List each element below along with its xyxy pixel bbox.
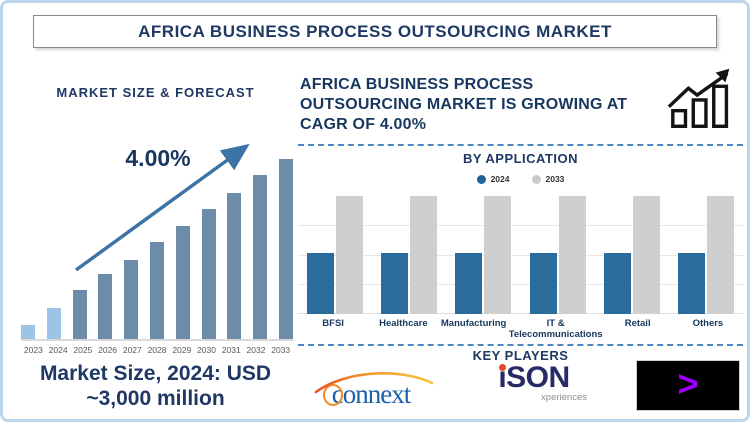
forecast-bar-2030 <box>201 209 216 339</box>
key-players-heading: KEY PLAYERS <box>472 348 569 363</box>
legend-label-2024: 2024 <box>490 174 510 184</box>
ison-wordmark: iSON <box>498 361 570 394</box>
by-application-title: BY APPLICATION <box>462 151 579 166</box>
forecast-bar-2028 <box>149 241 164 339</box>
bar-2024-retail <box>603 252 631 314</box>
growth-statement-line3: CAGR OF 4.00% <box>300 116 427 133</box>
forecast-bar-2024 <box>46 308 61 339</box>
bar-2024-manufacturing <box>455 252 483 314</box>
connext-logo: connext <box>306 366 436 412</box>
bar-2033-manufacturing <box>484 196 512 314</box>
year-label-2027: 2027 <box>122 345 142 355</box>
year-label-2031: 2031 <box>221 345 241 355</box>
year-label-2030: 2030 <box>197 345 216 355</box>
bar-2033-healthcare <box>410 196 438 314</box>
legend-item-2024: 2024 <box>476 174 510 184</box>
market-size-line1: Market Size, 2024: USD <box>39 362 272 385</box>
bar-2024-others <box>677 252 705 314</box>
accenture-logo: > <box>636 360 740 411</box>
connext-logo-text: connext <box>331 379 411 409</box>
gridline <box>298 284 743 285</box>
page-title: AFRICA BUSINESS PROCESS OUTSOURCING MARK… <box>138 21 612 41</box>
forecast-bar-2026 <box>98 274 113 339</box>
cagr-value-label: 4.00% <box>125 145 191 171</box>
category-label-retail: Retail <box>624 318 651 329</box>
gridline <box>298 225 743 226</box>
bar-2033-retail <box>632 196 660 314</box>
ison-logo-subtext: xperiences <box>541 392 587 403</box>
growth-chart-icon <box>667 68 730 128</box>
chart-baseline <box>298 313 743 314</box>
bar-2033-others <box>706 196 734 314</box>
year-label-2029: 2029 <box>172 345 192 355</box>
market-size-line2: ~3,000 million <box>86 387 225 410</box>
bar-group-retail <box>603 196 660 314</box>
growth-statement-line1: AFRICA BUSINESS PROCESS <box>300 76 534 93</box>
application-chart <box>298 196 743 314</box>
forecast-bar-2027 <box>124 259 139 339</box>
forecast-year-labels: 2023 2024 2025 2026 2027 2028 2029 2030 2031 2032… <box>21 345 293 355</box>
year-label-2028: 2028 <box>147 345 167 355</box>
bar-2024-it-telecommunications <box>529 252 557 314</box>
growth-statement-line2: OUTSOURCING MARKET IS GROWING AT <box>300 96 628 113</box>
legend-dot-2024 <box>476 174 486 184</box>
category-label-it-telecommunications: IT & Telecommunications <box>508 318 603 340</box>
market-forecast-chart: 2023 2024 2025 2026 2027 2028 2029 2030 2031 2032… <box>21 153 293 359</box>
legend-label-2033: 2033 <box>545 174 565 184</box>
ison-red-dot-icon <box>499 364 507 371</box>
bar-group-healthcare <box>381 196 438 314</box>
bar-2024-bfsi <box>307 252 335 314</box>
bar-group-bfsi <box>307 196 364 314</box>
gridline <box>298 255 743 256</box>
year-label-2033: 2033 <box>271 345 291 355</box>
forecast-bar-2025 <box>72 290 87 339</box>
category-label-healthcare: Healthcare <box>379 318 428 329</box>
legend-dot-2033 <box>531 174 541 184</box>
application-category-labels: BFSI Healthcare Manufacturing IT & Telecomm… <box>298 318 743 340</box>
growth-statement: AFRICA BUSINESS PROCESS OUTSOURCING MARK… <box>300 75 670 135</box>
connext-swoosh-icon <box>314 372 434 406</box>
dashed-separator-bottom <box>298 344 743 346</box>
year-label-2025: 2025 <box>73 345 93 355</box>
forecast-bar-2029 <box>175 225 190 339</box>
application-chart-legend: 2024 2033 <box>298 174 743 184</box>
year-label-2024: 2024 <box>48 345 68 355</box>
accenture-chevron-icon: > <box>677 362 699 404</box>
dashed-separator-top <box>298 144 743 146</box>
page-title-box: AFRICA BUSINESS PROCESS OUTSOURCING MARK… <box>33 15 717 48</box>
category-label-bfsi: BFSI <box>322 318 344 329</box>
bar-group-it-telecommunications <box>529 196 586 314</box>
forecast-bar-2023 <box>21 324 35 339</box>
bar-2033-it-telecommunications <box>558 196 586 314</box>
year-label-2023: 2023 <box>23 345 43 355</box>
year-label-2026: 2026 <box>98 345 118 355</box>
category-label-others: Others <box>692 318 724 329</box>
year-label-2032: 2032 <box>246 345 266 355</box>
market-size-forecast-heading: MARKET SIZE & FORECAST <box>56 85 255 100</box>
market-size-statement: Market Size, 2024: USD ~3,000 million <box>8 361 303 411</box>
bar-2024-healthcare <box>381 252 409 314</box>
forecast-bars <box>21 153 293 341</box>
bar-2033-bfsi <box>336 196 364 314</box>
application-bar-groups <box>298 196 743 314</box>
bar-group-manufacturing <box>455 196 512 314</box>
bar-group-others <box>677 196 734 314</box>
growth-arrow <box>74 143 250 272</box>
forecast-bar-2031 <box>227 193 242 339</box>
ison-logo: iSON xperiences <box>475 363 593 411</box>
forecast-bar-2032 <box>253 175 268 339</box>
ison-logo-text: iSON <box>498 361 570 394</box>
category-label-manufacturing: Manufacturing <box>440 318 507 329</box>
legend-item-2033: 2033 <box>531 174 565 184</box>
forecast-bar-2033 <box>278 159 293 339</box>
